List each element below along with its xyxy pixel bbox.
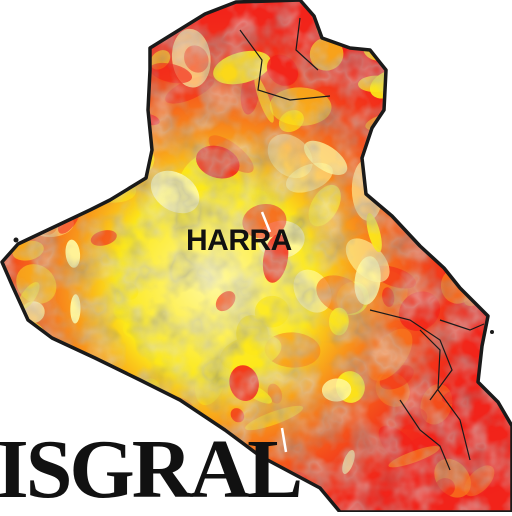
fire-blob [5,398,38,412]
fire-blob [431,78,449,134]
fire-blob [471,252,497,296]
fire-blob [34,68,84,108]
fire-blob [392,130,432,176]
fire-blob [54,23,77,83]
fire-blob [380,4,419,47]
fire-blob [99,42,120,93]
fire-blob [429,124,459,153]
fire-blob [13,159,45,203]
fire-blob [462,9,501,31]
fire-blob [466,274,484,290]
fire-blob [93,83,121,127]
map-title: ISGRAL [0,423,303,516]
southern-streak [280,427,288,453]
fire-blob [59,139,98,180]
fire-blob [10,78,58,117]
internal-borders [239,17,485,471]
fire-blob [46,406,61,420]
central-streak [260,211,272,233]
fire-blob [425,66,447,80]
fire-blob [90,85,124,127]
fire-blob [474,160,503,179]
fire-blob [14,72,44,98]
fire-blob [459,109,480,141]
fire-blob [98,36,110,66]
fire-blob [38,11,61,38]
fire-blob [90,28,129,57]
fire-blob [392,84,438,137]
region-label: HARRA [186,224,292,257]
fire-blob [80,133,109,162]
border-dots [13,237,494,334]
fire-blob [78,164,111,194]
fire-blob [449,27,483,86]
